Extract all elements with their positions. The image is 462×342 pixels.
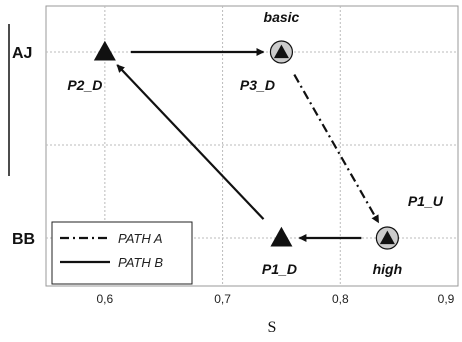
x-tick-label: 0,7 bbox=[214, 292, 231, 306]
path-arrow-path-a bbox=[293, 74, 380, 224]
plot-frame bbox=[45, 5, 459, 287]
point-label: P1_U bbox=[408, 193, 444, 209]
x-axis-label: S bbox=[268, 319, 277, 336]
legend-box bbox=[51, 221, 193, 285]
x-tick-label: 0,6 bbox=[97, 292, 114, 306]
point-marker-p1_u bbox=[379, 230, 395, 245]
point-marker-p3_d bbox=[273, 44, 289, 59]
legend-label: PATH B bbox=[118, 255, 163, 270]
point-label: P3_D bbox=[240, 77, 275, 93]
point-label: P1_D bbox=[262, 261, 297, 277]
y-category-label: AJ bbox=[12, 45, 32, 62]
y-category-label: BB bbox=[12, 231, 35, 248]
point-label: P2_D bbox=[67, 77, 102, 93]
path-arrow-path-b bbox=[116, 64, 265, 220]
point-marker-p2_d bbox=[93, 40, 116, 61]
point-label: high bbox=[373, 261, 403, 277]
x-tick-label: 0,9 bbox=[438, 292, 455, 306]
point-marker-p1_d bbox=[270, 226, 293, 247]
point-label: basic bbox=[264, 9, 300, 25]
legend-label: PATH A bbox=[118, 231, 163, 246]
x-tick-label: 0,8 bbox=[332, 292, 349, 306]
